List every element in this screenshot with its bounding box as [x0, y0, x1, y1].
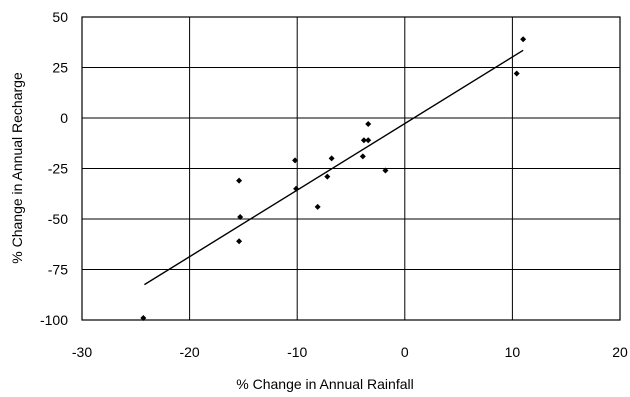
data-point	[324, 173, 331, 180]
data-point	[382, 167, 389, 174]
x-axis-title: % Change in Annual Rainfall	[236, 376, 413, 392]
y-tick-label: -100	[40, 312, 68, 328]
y-tick-label: -50	[48, 211, 68, 227]
y-axis-title: % Change in Annual Recharge	[9, 72, 25, 264]
x-tick-label: -30	[72, 344, 92, 360]
plot-area-frame	[81, 16, 621, 321]
y-tick-label: -25	[48, 161, 68, 177]
data-point	[365, 121, 372, 128]
y-tick-label: 25	[52, 60, 68, 76]
y-tick-label: -75	[48, 262, 68, 278]
x-tick-label: -10	[287, 344, 307, 360]
data-point	[236, 238, 243, 245]
y-axis-tick-labels: -100 -75 -50 -25 0 25 50	[40, 9, 68, 328]
x-tick-label: 10	[505, 344, 521, 360]
data-point	[328, 155, 335, 162]
x-tick-label: 0	[401, 344, 409, 360]
data-point	[314, 203, 321, 210]
data-point	[360, 137, 367, 144]
x-tick-label: 20	[612, 344, 628, 360]
x-tick-label: -20	[179, 344, 199, 360]
data-point	[140, 314, 147, 321]
trendline	[144, 49, 524, 286]
data-points	[140, 36, 527, 321]
data-point	[513, 70, 520, 77]
data-point	[359, 153, 366, 160]
data-point	[292, 157, 299, 164]
x-axis-tick-labels: -30 -20 -10 0 10 20	[72, 344, 628, 360]
data-point	[365, 137, 372, 144]
data-point	[293, 185, 300, 192]
y-tick-label: 0	[60, 110, 68, 126]
data-point	[236, 177, 243, 184]
data-point	[237, 213, 244, 220]
y-tick-label: 50	[52, 9, 68, 25]
data-point	[520, 36, 527, 43]
grid-lines	[82, 17, 620, 320]
